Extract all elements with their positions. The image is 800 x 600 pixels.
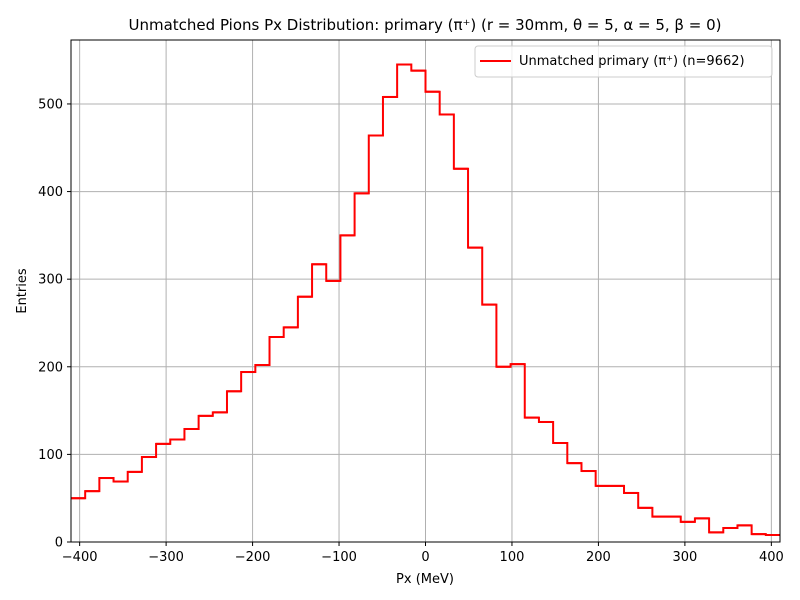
y-axis: 0 100 200 300 400 500 (38, 97, 71, 551)
x-tick-label: −300 (148, 550, 184, 565)
legend: Unmatched primary (π⁺) (n=9662) (474, 45, 773, 78)
y-tick-label: 400 (38, 185, 63, 200)
x-tick-label: 400 (759, 550, 784, 565)
y-tick-label: 100 (38, 448, 63, 463)
y-axis-label: Entries (15, 268, 30, 314)
x-tick-label: 300 (672, 550, 697, 565)
plot-series (71, 63, 780, 536)
y-tick-label: 0 (55, 536, 63, 551)
x-tick-label: −400 (62, 550, 98, 565)
x-axis-label: Px (MeV) (396, 572, 454, 587)
grid (71, 40, 780, 543)
x-tick-label: 200 (586, 550, 611, 565)
x-axis: −400 −300 −200 −100 0 100 200 300 400 (62, 542, 784, 565)
x-tick-label: 0 (421, 550, 429, 565)
x-tick-label: 100 (500, 550, 525, 565)
y-tick-label: 500 (38, 97, 63, 112)
legend-label: Unmatched primary (π⁺) (n=9662) (519, 54, 745, 69)
y-tick-label: 300 (38, 273, 63, 288)
y-tick-label: 200 (38, 360, 63, 375)
chart-title: Unmatched Pions Px Distribution: primary… (129, 16, 722, 34)
legend-box (474, 45, 773, 78)
x-tick-label: −100 (321, 550, 357, 565)
x-tick-label: −200 (235, 550, 271, 565)
